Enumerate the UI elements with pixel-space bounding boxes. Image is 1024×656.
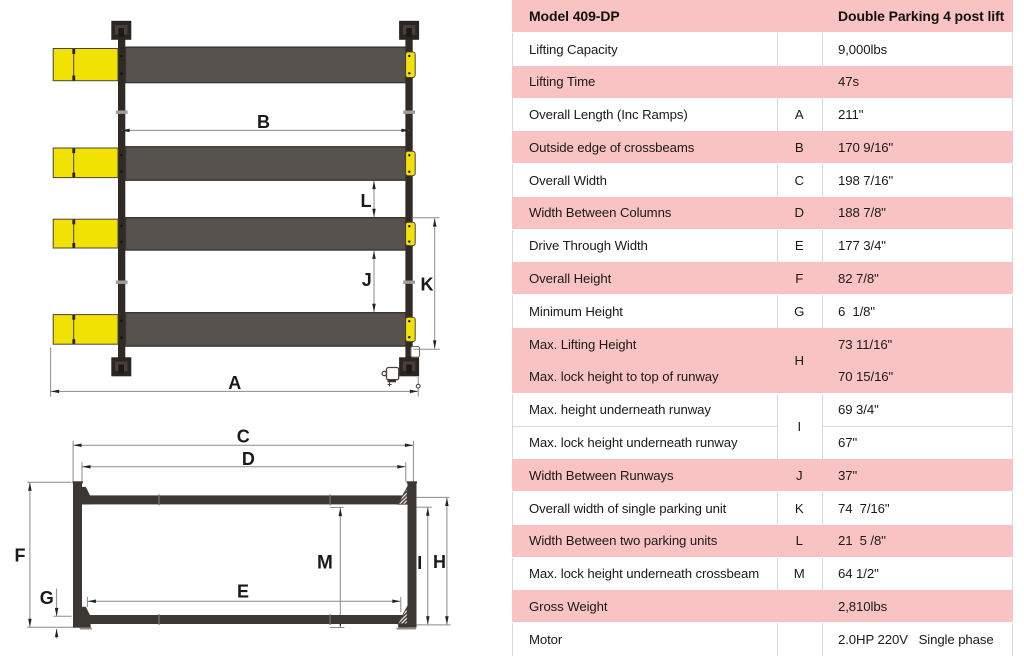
- svg-text:L: L: [361, 191, 372, 211]
- svg-text:K: K: [421, 274, 434, 294]
- svg-text:F: F: [15, 546, 26, 566]
- svg-text:I: I: [417, 553, 422, 573]
- svg-text:A: A: [228, 373, 241, 393]
- svg-text:M: M: [317, 553, 333, 574]
- svg-text:J: J: [362, 270, 372, 290]
- svg-text:E: E: [237, 582, 249, 602]
- svg-text:G: G: [40, 588, 54, 608]
- svg-text:B: B: [257, 112, 270, 132]
- svg-text:D: D: [242, 449, 255, 469]
- svg-text:H: H: [433, 552, 446, 572]
- svg-text:C: C: [237, 427, 250, 447]
